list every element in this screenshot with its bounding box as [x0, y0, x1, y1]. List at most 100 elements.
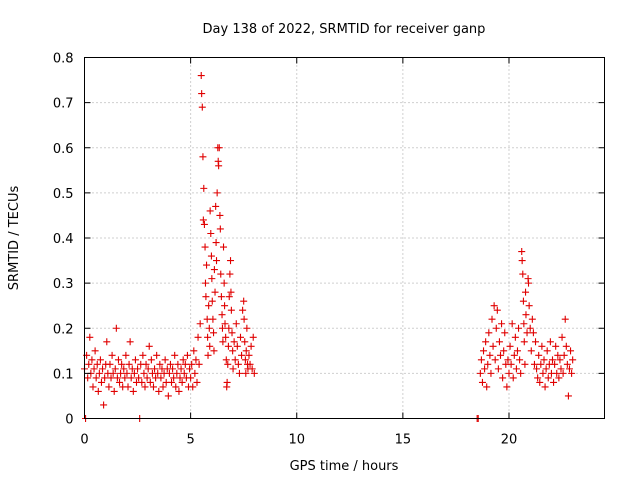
data-point [205, 302, 213, 310]
data-point [478, 378, 486, 386]
data-point [554, 351, 562, 359]
data-point [195, 360, 203, 368]
data-point [562, 342, 570, 350]
data-point [492, 324, 500, 332]
data-point [203, 261, 211, 269]
data-point [220, 243, 228, 251]
data-point [512, 365, 520, 373]
data-point [503, 383, 511, 391]
data-point [157, 374, 165, 382]
data-point [127, 374, 135, 382]
data-point [215, 144, 223, 152]
data-point [93, 360, 101, 368]
data-point [210, 329, 218, 337]
data-point [213, 189, 221, 197]
data-point [482, 338, 490, 346]
data-point [491, 356, 499, 364]
data-point [204, 351, 212, 359]
data-point [225, 324, 233, 332]
data-point [220, 279, 228, 287]
data-point [230, 338, 238, 346]
data-point [138, 378, 146, 386]
data-point [130, 369, 138, 377]
data-point [197, 72, 205, 80]
data-points [81, 72, 577, 422]
data-point [232, 320, 240, 328]
data-point [237, 333, 244, 341]
data-point [95, 369, 103, 377]
data-point [135, 374, 143, 382]
y-tick-label: 0.4 [53, 232, 74, 247]
x-tick-label: 0 [80, 433, 88, 448]
data-point [208, 275, 216, 283]
data-point [533, 365, 541, 373]
data-point [563, 360, 571, 368]
data-point [476, 369, 484, 377]
data-point [202, 293, 210, 301]
data-point [540, 356, 548, 364]
x-tick-label: 10 [288, 433, 305, 448]
data-point [493, 306, 501, 314]
data-point [217, 270, 225, 278]
data-point [541, 383, 549, 391]
data-point [181, 360, 189, 368]
data-point [536, 378, 544, 386]
data-point [553, 369, 561, 377]
data-point [538, 342, 546, 350]
data-point [169, 365, 177, 373]
data-point [174, 360, 182, 368]
data-point [140, 369, 148, 377]
data-point [170, 374, 178, 382]
data-point [153, 351, 161, 359]
data-point [537, 360, 545, 368]
data-point [235, 369, 243, 377]
data-point [520, 338, 528, 346]
data-point [480, 347, 488, 355]
data-point [122, 351, 130, 359]
data-point [106, 360, 114, 368]
data-point [561, 315, 569, 323]
data-point [505, 369, 513, 377]
data-point [221, 302, 229, 310]
data-point [242, 369, 250, 377]
data-point [246, 360, 254, 368]
data-point [116, 378, 124, 386]
data-point [229, 347, 237, 355]
data-point [223, 378, 231, 386]
data-point [113, 374, 121, 382]
data-point [96, 356, 104, 364]
data-point [500, 347, 508, 355]
data-point [171, 351, 179, 359]
x-tick-label: 15 [395, 433, 412, 448]
data-point [240, 315, 248, 323]
chart-title: Day 138 of 2022, SRMTID for receiver gan… [203, 22, 486, 37]
data-point [216, 225, 224, 233]
data-point [200, 220, 208, 228]
data-point [507, 360, 515, 368]
data-point [233, 342, 241, 350]
data-point [114, 356, 122, 364]
data-point [556, 356, 564, 364]
data-point [517, 369, 525, 377]
y-tick-label: 0.6 [53, 142, 74, 157]
data-point [519, 297, 527, 305]
data-point [516, 356, 524, 364]
data-point [532, 338, 540, 346]
data-point [544, 374, 552, 382]
data-point [180, 369, 188, 377]
x-axis-label: GPS time / hours [290, 459, 399, 474]
data-point [94, 387, 102, 395]
data-point [109, 369, 117, 377]
data-point [105, 383, 113, 391]
data-point [207, 229, 215, 237]
data-point [487, 369, 495, 377]
data-point [564, 392, 572, 400]
data-point [224, 342, 232, 350]
data-point [134, 365, 142, 373]
data-point [227, 257, 235, 265]
data-point [495, 338, 503, 346]
data-point [194, 333, 202, 341]
data-point [155, 387, 163, 395]
data-point [149, 383, 157, 391]
data-point [177, 365, 185, 373]
